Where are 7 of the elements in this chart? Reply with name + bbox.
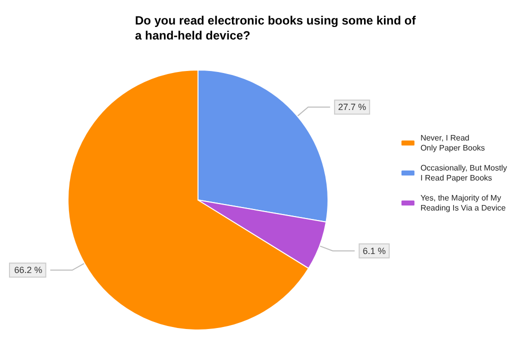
data-label: 6.1 % <box>362 246 386 256</box>
data-label: 27.7 % <box>338 102 366 112</box>
legend-label: Yes, the Majority of My Reading Is Via a Device <box>420 194 506 212</box>
data-label: 66.2 % <box>14 265 42 276</box>
chart-title: Do you read electronic books using some kind of a hand-held device? <box>135 14 420 42</box>
legend-label: Never, I Read Only Paper Books <box>420 134 485 152</box>
legend-label: Occasionally, But Mostly I Read Paper Books <box>420 164 507 182</box>
